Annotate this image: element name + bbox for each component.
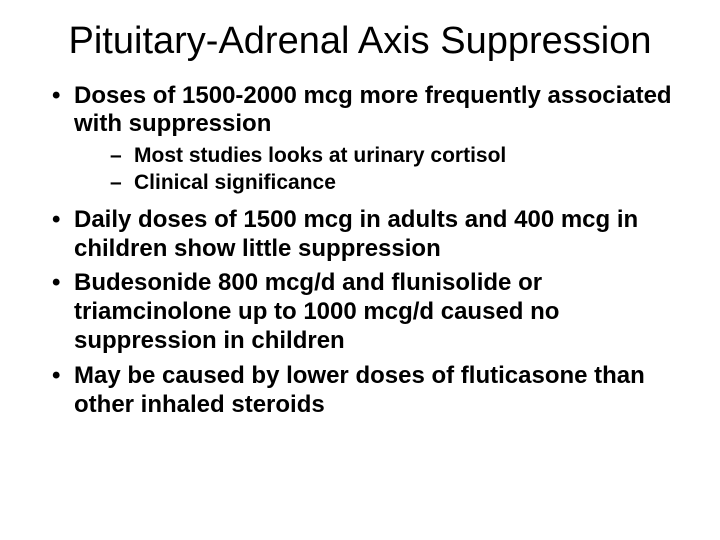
bullet-text: Daily doses of 1500 mcg in adults and 40… [74, 206, 638, 262]
bullet-item: Daily doses of 1500 mcg in adults and 40… [48, 206, 672, 264]
bullet-list: Doses of 1500-2000 mcg more frequently a… [48, 82, 672, 420]
sub-item: Clinical significance [74, 170, 672, 196]
bullet-item: Doses of 1500-2000 mcg more frequently a… [48, 82, 672, 196]
bullet-text: Doses of 1500-2000 mcg more frequently a… [74, 82, 672, 138]
sub-item: Most studies looks at urinary cortisol [74, 143, 672, 169]
bullet-text: May be caused by lower doses of fluticas… [74, 362, 645, 418]
slide-title: Pituitary-Adrenal Axis Suppression [48, 20, 672, 64]
sub-list: Most studies looks at urinary cortisol C… [74, 143, 672, 196]
bullet-item: May be caused by lower doses of fluticas… [48, 362, 672, 420]
bullet-item: Budesonide 800 mcg/d and flunisolide or … [48, 269, 672, 355]
bullet-text: Budesonide 800 mcg/d and flunisolide or … [74, 269, 559, 354]
